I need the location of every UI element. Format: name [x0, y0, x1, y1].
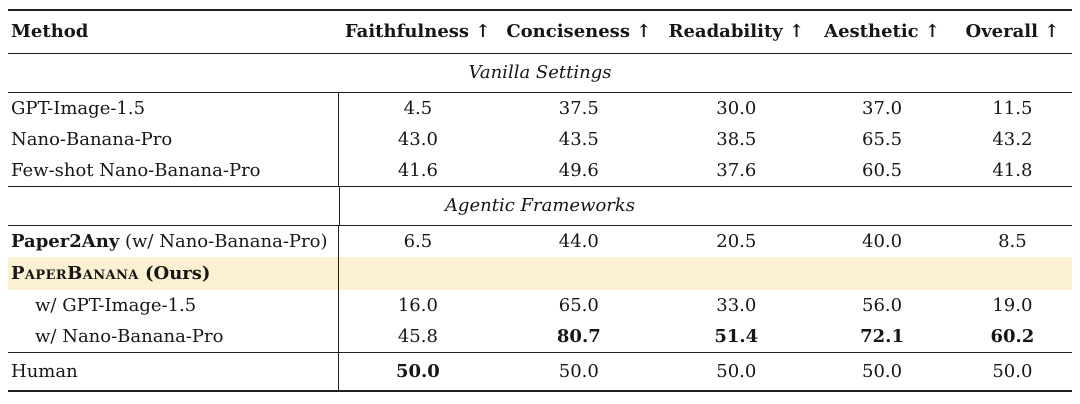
value-cell: 41.8 [952, 155, 1072, 187]
value-cell: 50.0 [862, 361, 903, 382]
value-cell: 60.2 [952, 321, 1072, 353]
method-label: w/ GPT-Image-1.5 [35, 295, 197, 316]
column-header: Aesthetic ↑ [811, 10, 953, 54]
value-cell: 44.0 [558, 231, 599, 252]
value-cell: 40.0 [862, 231, 903, 252]
method-label: Human [11, 361, 78, 382]
method-label: Few-shot Nano-Banana-Pro [11, 160, 261, 181]
value-cell: 80.7 [496, 321, 662, 353]
section-title-row: Agentic Frameworks [8, 186, 1072, 226]
method-cell: PaperBanana (Ours) [8, 257, 340, 290]
table-row: w/ GPT-Image-1.5 16.0 65.0 33.0 56.0 19.0 [8, 290, 1072, 321]
value-cell: 43.5 [558, 129, 599, 150]
value-cell [811, 257, 953, 290]
value-cell [338, 257, 497, 290]
value-cell: 60.5 [811, 155, 953, 187]
value-cell [496, 257, 662, 290]
value-cell: 49.6 [496, 155, 662, 187]
section-title: Vanilla Settings [8, 53, 1072, 93]
value-cell: 16.0 [397, 295, 438, 316]
table-row: Paper2Any (w/ Nano-Banana-Pro) 6.5 44.0 20.… [8, 225, 1072, 257]
table-header: Method Faithfulness ↑ Conciseness ↑ Readabi… [8, 10, 1072, 54]
table-row: GPT-Image-1.5 4.5 37.5 30.0 37.0 11.5 [8, 92, 1072, 124]
column-header: Overall ↑ [952, 10, 1072, 54]
table-section: Human 50.0 50.0 50.0 50.0 50.0 [8, 352, 1072, 391]
value-cell: 72.1 [811, 321, 953, 353]
value-cell: 51.4 [661, 321, 812, 353]
method-cell: Few-shot Nano-Banana-Pro [8, 155, 340, 187]
value-cell: 41.6 [338, 155, 497, 187]
value-cell [661, 257, 812, 290]
value-cell: 43.2 [992, 129, 1033, 150]
value-cell: 11.5 [992, 98, 1033, 119]
method-label: Paper2Any [11, 231, 120, 252]
value-cell: 30.0 [716, 98, 757, 119]
value-cell: 50.0 [395, 361, 440, 382]
value-cell: 6.5 [403, 231, 433, 252]
results-table: Method Faithfulness ↑ Conciseness ↑ Readabi… [8, 9, 1072, 392]
value-cell: 8.5 [998, 231, 1027, 252]
value-cell: 37.5 [558, 98, 599, 119]
value-cell: 19.0 [992, 295, 1033, 316]
value-cell: 37.6 [661, 155, 812, 187]
table-section: Vanilla Settings GPT-Image-1.5 4.5 37.5 30.0… [8, 53, 1072, 187]
value-cell: 50.0 [558, 361, 599, 382]
table-row: Nano-Banana-Pro 43.0 43.5 38.5 65.5 43.2 [8, 124, 1072, 155]
value-cell: 50.0 [716, 361, 757, 382]
value-cell: 50.0 [992, 361, 1033, 382]
table-row: PaperBanana (Ours) [8, 257, 1072, 290]
section-title-row: Vanilla Settings [8, 53, 1072, 93]
value-cell: 37.0 [862, 98, 903, 119]
method-label: GPT-Image-1.5 [11, 98, 146, 119]
value-cell: 45.8 [338, 321, 497, 353]
value-cell: 4.5 [403, 98, 433, 119]
value-cell: 65.0 [558, 295, 599, 316]
value-cell [952, 257, 1072, 290]
header-row: Method Faithfulness ↑ Conciseness ↑ Readabi… [8, 10, 1072, 54]
method-label: (Ours) [138, 263, 211, 284]
table-row: Few-shot Nano-Banana-Pro 41.6 49.6 37.6 60.5… [8, 155, 1072, 187]
value-cell: 43.0 [397, 129, 438, 150]
method-cell: w/ GPT-Image-1.5 [8, 290, 340, 321]
method-cell: Human [8, 352, 340, 391]
table-row: Human 50.0 50.0 50.0 50.0 50.0 [8, 352, 1072, 391]
section-title: Agentic Frameworks [8, 186, 1072, 226]
column-header: Faithfulness ↑ [338, 10, 497, 54]
column-header: Method [8, 10, 339, 54]
value-cell: 65.5 [862, 129, 903, 150]
method-cell: Nano-Banana-Pro [8, 124, 340, 155]
method-label: (w/ Nano-Banana-Pro) [119, 231, 328, 252]
value-cell: 20.5 [716, 231, 757, 252]
value-cell: 38.5 [716, 129, 757, 150]
method-label: Nano-Banana-Pro [11, 129, 173, 150]
method-cell: Paper2Any (w/ Nano-Banana-Pro) [8, 225, 340, 257]
method-label: PaperBanana [11, 263, 139, 284]
table-section: Agentic Frameworks Paper2Any (w/ Nano-Ban… [8, 186, 1072, 353]
value-cell: 56.0 [862, 295, 903, 316]
method-cell: w/ Nano-Banana-Pro [8, 321, 340, 353]
method-label: w/ Nano-Banana-Pro [35, 326, 224, 347]
method-cell: GPT-Image-1.5 [8, 92, 340, 124]
column-header: Conciseness ↑ [496, 10, 662, 54]
table-row: w/ Nano-Banana-Pro 45.8 80.7 51.4 72.1 60.2 [8, 321, 1072, 353]
column-header: Readability ↑ [661, 10, 812, 54]
value-cell: 33.0 [716, 295, 757, 316]
